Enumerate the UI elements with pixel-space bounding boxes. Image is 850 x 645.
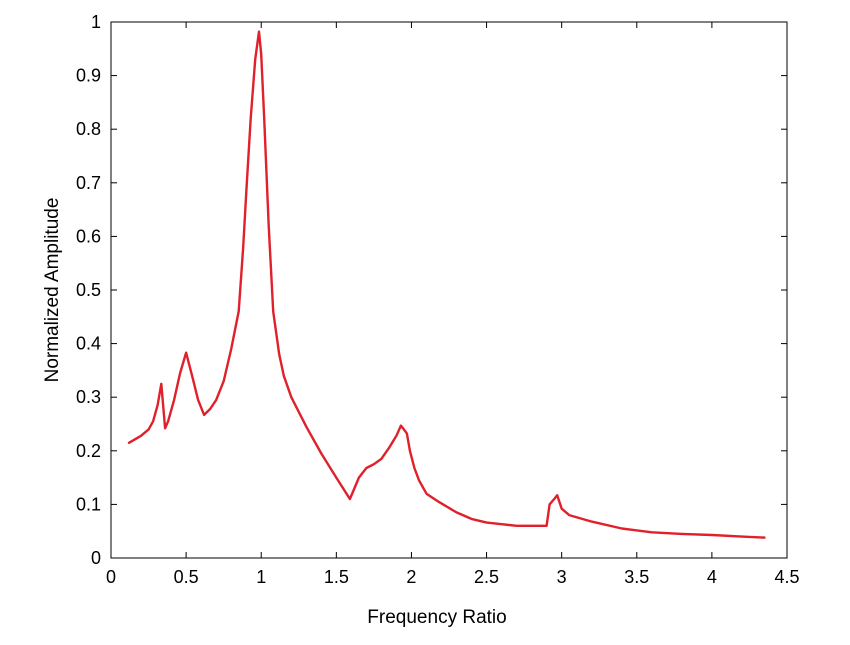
x-axis-label: Frequency Ratio xyxy=(367,607,506,628)
y-tick-label: 0.7 xyxy=(76,173,101,193)
x-tick-label: 0.5 xyxy=(174,567,199,587)
y-tick-label: 0.9 xyxy=(76,66,101,86)
series-line xyxy=(127,30,766,539)
x-tick-label: 1.5 xyxy=(324,567,349,587)
y-tick-label: 0.5 xyxy=(76,280,101,300)
y-axis-label: Normalized Amplitude xyxy=(42,198,63,383)
y-tick-label: 0 xyxy=(91,548,101,568)
y-tick-label: 0.4 xyxy=(76,334,101,354)
x-tick-label: 2.5 xyxy=(474,567,499,587)
y-tick-label: 0.1 xyxy=(76,494,101,514)
y-tick-label: 0.8 xyxy=(76,119,101,139)
y-tick-label: 1 xyxy=(91,12,101,32)
y-tick-labels: 0 0.1 0.2 0.3 0.4 0.5 0.6 0.7 0.8 0.9 1 xyxy=(76,12,101,568)
x-tick-label: 2 xyxy=(406,567,416,587)
axis-ticks xyxy=(110,21,788,559)
x-tick-label: 4 xyxy=(707,567,717,587)
y-tick-label: 0.6 xyxy=(76,226,101,246)
x-tick-label: 1 xyxy=(256,567,266,587)
x-tick-label: 3 xyxy=(557,567,567,587)
x-tick-label: 0 xyxy=(106,567,116,587)
x-tick-label: 4.5 xyxy=(774,567,799,587)
y-tick-label: 0.3 xyxy=(76,387,101,407)
y-tick-label: 0.2 xyxy=(76,441,101,461)
plot-area xyxy=(110,21,788,559)
x-tick-label: 3.5 xyxy=(624,567,649,587)
x-tick-labels: 0 0.5 1 1.5 2 2.5 3 3.5 4 4.5 xyxy=(106,567,800,587)
